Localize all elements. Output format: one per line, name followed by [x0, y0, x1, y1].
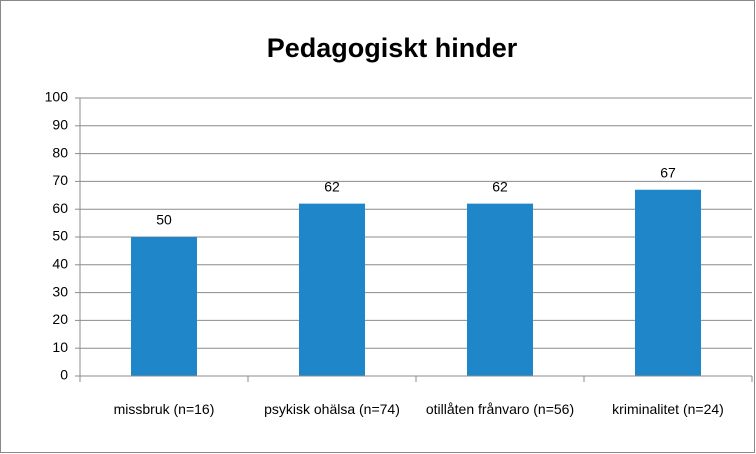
bar	[467, 203, 533, 376]
data-label: 62	[492, 178, 508, 194]
x-tick-label: psykisk ohälsa (n=74)	[264, 401, 400, 417]
y-tick-label: 10	[52, 339, 68, 355]
y-tick-label: 20	[52, 311, 68, 327]
y-tick-label: 60	[52, 200, 68, 216]
chart-title: Pedagogiskt hinder	[267, 33, 518, 63]
x-tick-label: missbruk (n=16)	[114, 401, 215, 417]
data-label: 67	[660, 164, 676, 180]
x-tick-label: kriminalitet (n=24)	[612, 401, 724, 417]
y-tick-label: 70	[52, 172, 68, 188]
data-label: 62	[324, 178, 340, 194]
x-tick-label: otillåten frånvaro (n=56)	[426, 401, 574, 417]
bar	[299, 203, 365, 376]
y-tick-label: 40	[52, 256, 68, 272]
y-tick-label: 0	[60, 367, 68, 383]
y-tick-label: 50	[52, 228, 68, 244]
y-tick-label: 30	[52, 283, 68, 299]
bar	[635, 189, 701, 376]
y-tick-label: 80	[52, 144, 68, 160]
data-label: 50	[156, 212, 172, 228]
y-tick-label: 90	[52, 117, 68, 133]
y-tick-label: 100	[45, 89, 69, 105]
bar	[131, 237, 197, 376]
